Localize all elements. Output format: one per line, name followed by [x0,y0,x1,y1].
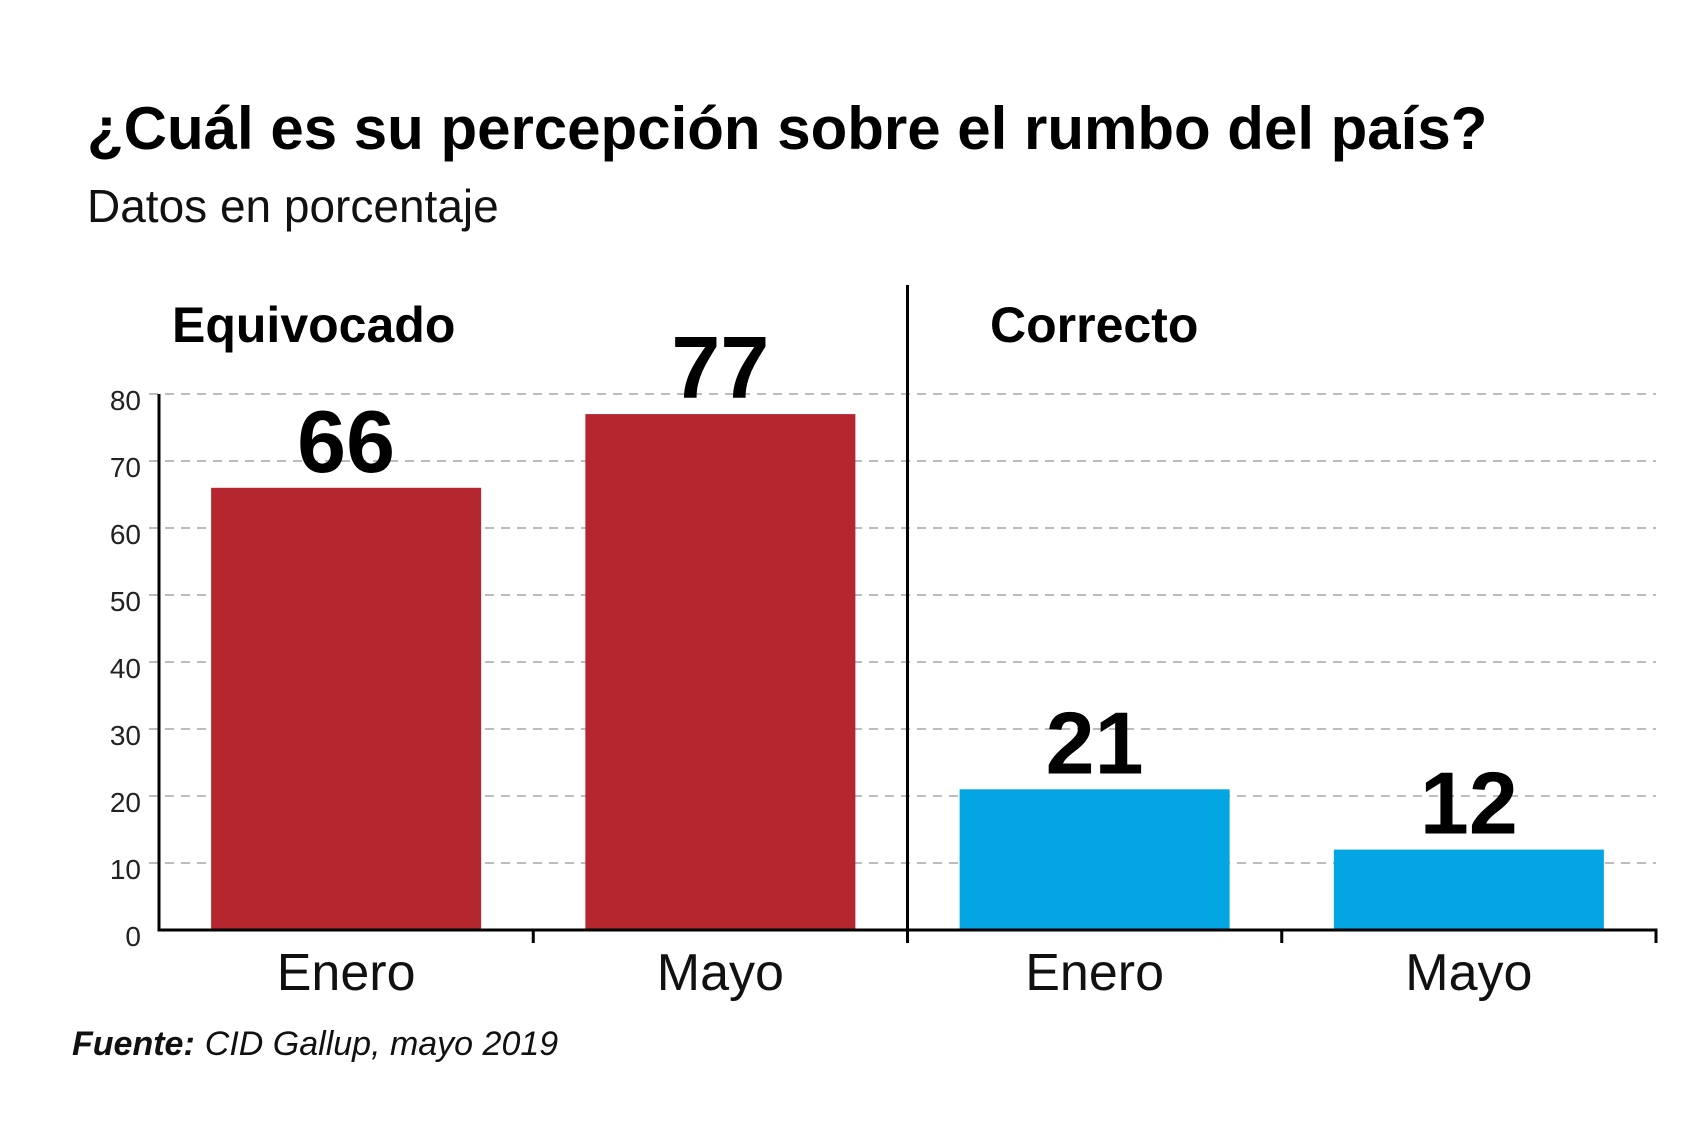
y-tick-label-0: 0 [125,921,141,952]
x-label-equivocado-enero: Enero [277,944,416,1002]
chart-subtitle: Datos en porcentaje [87,180,499,232]
panel-heading-equivocado: Equivocado [172,297,455,353]
gridlines [149,393,1656,864]
panel-heading-correcto: Correcto [990,297,1198,353]
x-label-correcto-mayo: Mayo [1405,944,1532,1002]
x-label-correcto-enero: Enero [1025,944,1164,1002]
y-tick-label-40: 40 [110,653,141,684]
y-tick-label-60: 60 [110,519,141,550]
value-label-correcto-enero: 21 [1046,693,1144,792]
value-label-correcto-mayo: 12 [1420,754,1518,853]
bar-correcto-enero [959,789,1230,930]
chart-labels: 0 10 20 30 40 50 60 70 80 Equivocado 66 Enero 77 Mayo… [110,297,1533,1002]
axes [157,285,1658,943]
y-tick-label-20: 20 [110,787,141,818]
y-tick-label-70: 70 [110,452,141,483]
value-label-equivocado-mayo: 77 [671,318,769,417]
source-text: CID Gallup, mayo 2019 [205,1025,558,1063]
x-label-equivocado-mayo: Mayo [657,944,784,1002]
source-note: Fuente: CID Gallup, mayo 2019 [72,1025,558,1063]
y-tick-label-50: 50 [110,586,141,617]
bar-equivocado-enero [211,487,482,930]
bars [211,414,1604,931]
source-label: Fuente: [72,1025,195,1063]
chart-title: ¿Cuál es su percepción sobre el rumbo de… [87,95,1487,162]
y-tick-label-10: 10 [110,854,141,885]
bar-equivocado-mayo [585,414,856,931]
y-tick-label-30: 30 [110,720,141,751]
bar-correcto-mayo [1333,849,1604,930]
y-tick-label-80: 80 [110,385,141,416]
value-label-equivocado-enero: 66 [297,392,395,491]
